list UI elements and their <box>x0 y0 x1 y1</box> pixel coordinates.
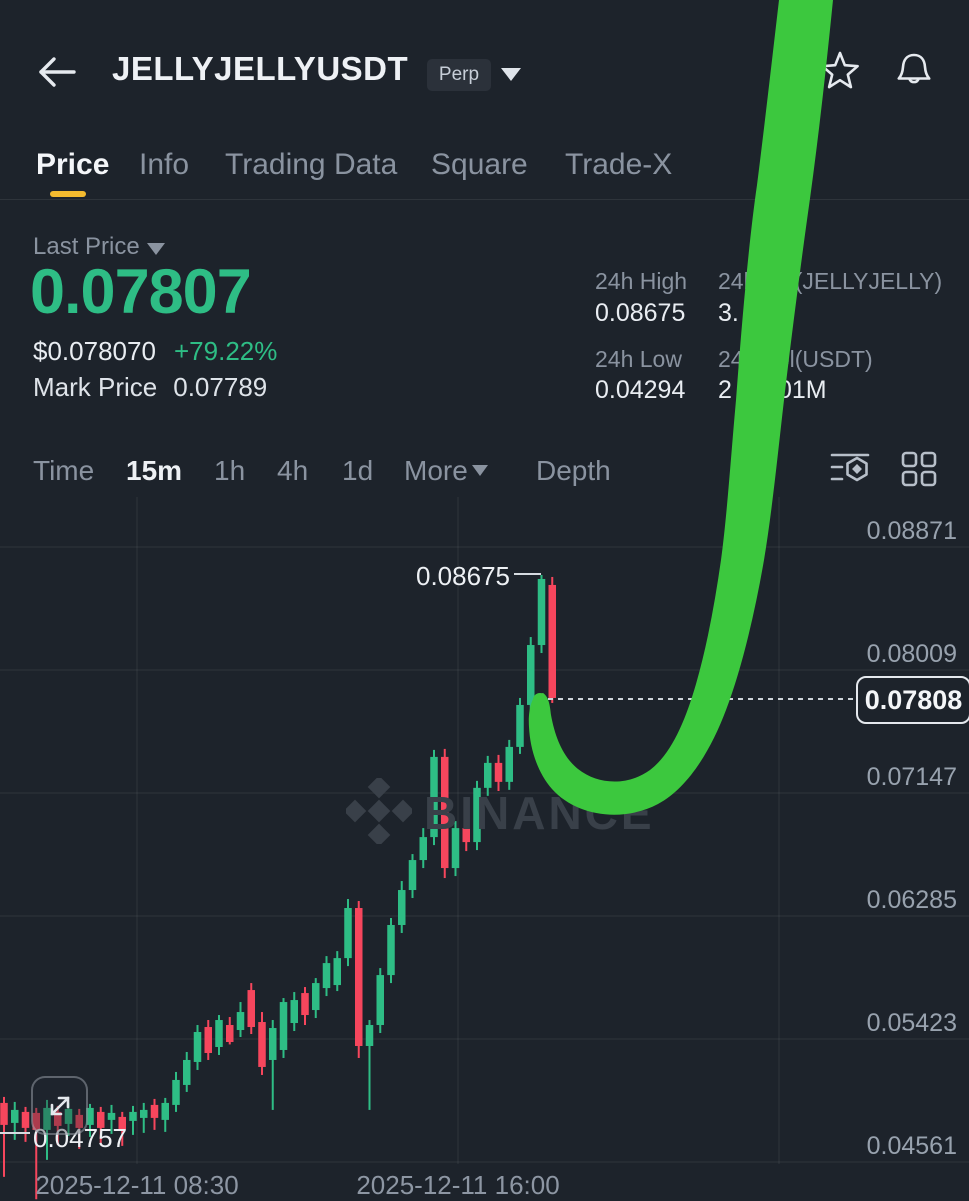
tabbar-divider <box>0 199 969 200</box>
binance-watermark: BINANCE <box>424 787 655 839</box>
y-axis-label: 0.04561 <box>866 1132 957 1160</box>
depth-toggle[interactable]: Depth <box>536 455 611 486</box>
high-price-annotation-line <box>514 573 541 575</box>
last-price-caret-icon[interactable] <box>147 243 165 255</box>
low-value: 0.04294 <box>595 376 686 404</box>
bell-icon[interactable] <box>893 50 935 92</box>
mark-price-label: Mark Price <box>33 372 158 402</box>
low-label: 24h Low <box>595 346 682 372</box>
x-axis-label: 2025-12-11 08:30 <box>35 1170 239 1200</box>
y-axis-label: 0.08871 <box>866 517 957 545</box>
y-axis-label: 0.07147 <box>866 763 957 791</box>
x-axis-label: 2025-12-11 16:00 <box>356 1170 560 1200</box>
tab-info[interactable]: Info <box>139 148 190 181</box>
expand-icon <box>50 1096 69 1115</box>
tab-trading-data[interactable]: Trading Data <box>225 148 398 181</box>
chart-canvas[interactable] <box>0 497 969 1200</box>
vol-base-label: 24h Vol(JELLYJELLY) <box>718 268 943 294</box>
open-price-marker-line <box>0 1132 30 1134</box>
y-axis-label: 0.05423 <box>866 1009 957 1037</box>
binance-diamond-logo <box>346 778 412 844</box>
interval-4h[interactable]: 4h <box>277 455 309 486</box>
back-arrow-icon[interactable] <box>36 54 78 90</box>
last-price-label[interactable]: Last Price <box>33 233 140 260</box>
change-percent: +79.22% <box>174 336 278 366</box>
high-price-annotation: 0.08675 <box>416 561 510 591</box>
vol-base-value: 3. <box>718 299 739 327</box>
last-price-value: 0.07807 <box>30 257 252 327</box>
expand-chart-button[interactable] <box>31 1076 88 1135</box>
last-price-tag[interactable]: 0.07808 <box>856 676 969 724</box>
interval-time[interactable]: Time <box>33 455 95 486</box>
high-label: 24h High <box>595 268 688 294</box>
active-tab-indicator <box>50 191 86 197</box>
interval-1h[interactable]: 1h <box>214 455 246 486</box>
last-price-dashed-line <box>548 698 862 700</box>
vol-quote-label: 24h Vol(USDT) <box>718 346 873 372</box>
grid-layout-icon[interactable] <box>901 451 937 487</box>
y-axis-label: 0.08009 <box>866 640 957 668</box>
tab-square[interactable]: Square <box>431 148 528 181</box>
mark-price-value: 0.07789 <box>173 372 268 402</box>
mark-price-row: Mark Price 0.07789 <box>33 372 267 403</box>
high-value: 0.08675 <box>595 299 686 327</box>
vol-quote-value: 2 <box>718 376 732 404</box>
interval-more[interactable]: More <box>404 455 468 486</box>
tab-price[interactable]: Price <box>36 148 110 181</box>
interval-1d[interactable]: 1d <box>342 455 374 486</box>
more-caret-icon[interactable] <box>472 465 488 476</box>
usd-price: $0.078070 <box>33 336 156 366</box>
star-icon[interactable] <box>820 51 860 91</box>
indicator-settings-icon[interactable] <box>830 450 870 486</box>
page-title: JELLYJELLYUSDT <box>112 50 409 87</box>
y-axis-label: 0.06285 <box>866 886 957 914</box>
pair-dropdown-caret-icon[interactable] <box>501 68 521 81</box>
tab-trade-x[interactable]: Trade-X <box>565 148 673 181</box>
contract-type-badge: Perp <box>427 59 491 91</box>
interval-15m[interactable]: 15m <box>126 455 183 486</box>
candlestick-chart[interactable] <box>0 497 969 1200</box>
vol-quote-value-suffix: 01M <box>778 376 827 404</box>
